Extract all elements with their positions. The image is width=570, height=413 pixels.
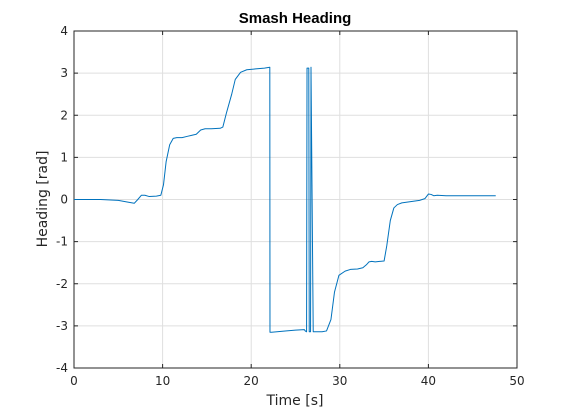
x-axis-label: Time [s] bbox=[266, 393, 324, 409]
x-tick-label: 0 bbox=[70, 374, 78, 388]
x-tick-label: 50 bbox=[509, 374, 524, 388]
y-tick-label: -2 bbox=[56, 277, 68, 291]
x-tick-label: 30 bbox=[332, 374, 347, 388]
x-tick-label: 20 bbox=[244, 374, 259, 388]
y-tick-label: -4 bbox=[56, 361, 68, 375]
y-tick-label: 2 bbox=[60, 108, 68, 122]
heading-series-line bbox=[74, 66, 496, 333]
y-axis-label: Heading [rad] bbox=[35, 151, 51, 248]
y-tick-label: -1 bbox=[56, 235, 68, 249]
y-tick-label: 3 bbox=[60, 66, 68, 80]
y-tick-label: 0 bbox=[60, 193, 68, 207]
x-tick-label: 40 bbox=[421, 374, 436, 388]
axis-ticks: 0 10 20 30 40 50 -4 -3 -2 -1 0 1 2 3 4 bbox=[56, 24, 525, 388]
y-tick-label: 1 bbox=[60, 150, 68, 164]
x-tick-label: 10 bbox=[155, 374, 170, 388]
chart-title: Smash Heading bbox=[239, 10, 352, 27]
y-tick-label: -3 bbox=[56, 319, 68, 333]
series-group bbox=[74, 66, 496, 333]
y-tick-label: 4 bbox=[60, 24, 68, 38]
